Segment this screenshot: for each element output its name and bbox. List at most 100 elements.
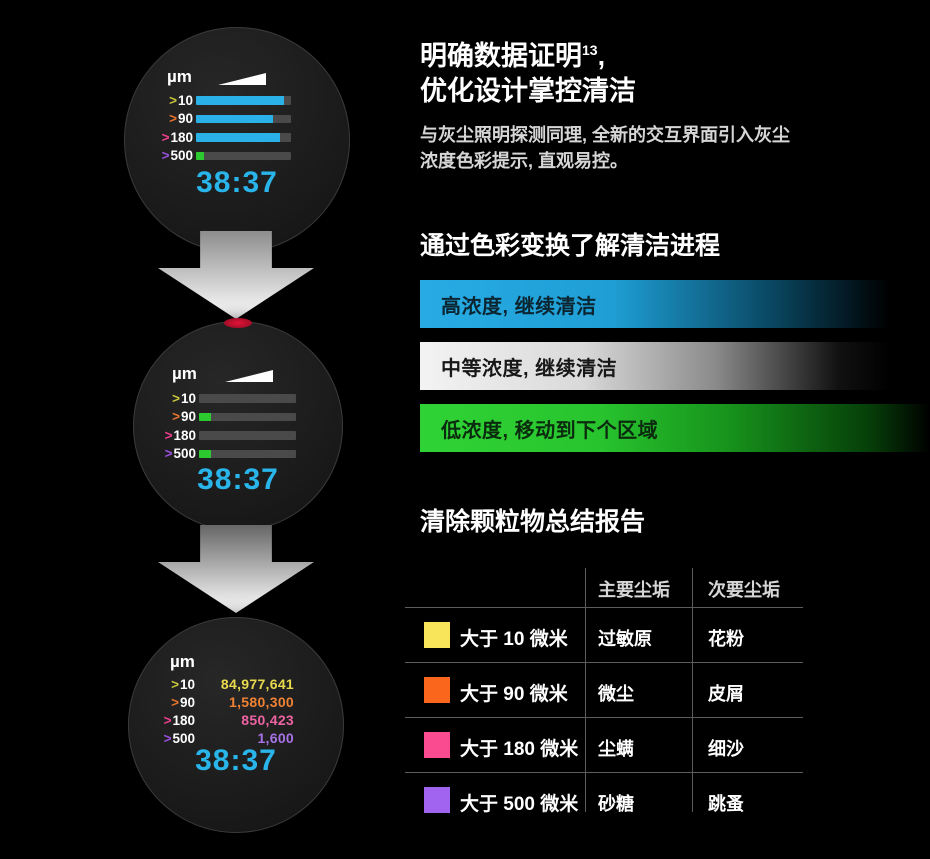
particle-size-label: >500 (163, 730, 195, 746)
particle-size-label: >180 (161, 129, 193, 145)
particle-bar-fill (199, 449, 211, 458)
chevron-icon: > (163, 730, 172, 746)
particle-bar-track (196, 114, 291, 123)
table-row: 大于 90 微米 微尘 皮屑 (405, 662, 803, 718)
particle-size-label: >500 (164, 446, 196, 462)
intro-paragraph: 与灰尘照明探测同理, 全新的交互界面引入灰尘 浓度色彩提示, 直观易控。 (420, 125, 790, 171)
chevron-icon: > (169, 92, 177, 108)
chevron-icon: > (161, 148, 170, 164)
particle-count-value: 84,977,641 (220, 676, 294, 692)
chevron-icon: > (171, 676, 179, 692)
down-arrow-icon (158, 525, 314, 613)
particle-row: >10 84,977,641 (128, 675, 344, 693)
primary-dust-cell: 尘螨 (598, 739, 634, 759)
secondary-dust-cell: 细沙 (708, 739, 744, 759)
particle-size-label: >10 (169, 92, 193, 108)
concentration-legend-bar: 中等浓度, 继续清洁 (420, 342, 930, 390)
progress-section-heading: 通过色彩变换了解清洁进程 (420, 232, 721, 260)
page-title: 明确数据证明13, 优化设计掌控清洁 (420, 41, 636, 106)
micron-unit-label: µm (172, 364, 197, 383)
particle-rows: >10 >90 >180 >500 (133, 389, 343, 463)
column-header-primary: 主要尘垢 (598, 580, 670, 600)
particle-size-label: >10 (172, 390, 196, 406)
particle-size-label: >180 (164, 427, 196, 443)
table-column-divider (585, 568, 586, 812)
particle-size-cell: 大于 90 微米 (460, 684, 568, 705)
particle-row: >180 (133, 426, 343, 445)
micron-unit-label: µm (170, 652, 195, 671)
primary-dust-cell: 微尘 (598, 684, 634, 704)
particle-row: >500 (133, 445, 343, 464)
red-indicator (224, 318, 252, 328)
particle-bar-track (199, 449, 296, 458)
particle-bar-track (196, 96, 291, 105)
legend-bar-label: 低浓度, 移动到下个区域 (441, 419, 659, 442)
legend-bar-label: 中等浓度, 继续清洁 (441, 357, 618, 380)
particle-rows: >10 >90 >180 >500 (124, 91, 350, 165)
device-display-particle-counts: µm >10 84,977,641 >90 1,580,300 >180 850,423 >… (128, 617, 344, 833)
device-display-low-concentration: µm >10 >90 >180 >500 38:37 (133, 318, 343, 531)
particle-size-cell: 大于 10 微米 (460, 629, 568, 650)
particle-color-swatch (424, 677, 450, 703)
footnote-marker: 13 (582, 42, 598, 58)
secondary-dust-cell: 花粉 (708, 629, 744, 649)
runtime-timer: 38:37 (197, 463, 279, 496)
concentration-legend-bar: 低浓度, 移动到下个区域 (420, 404, 930, 452)
runtime-timer: 38:37 (195, 744, 277, 777)
particle-size-cell: 大于 180 微米 (460, 739, 579, 760)
particle-size-label: >180 (163, 712, 195, 728)
particle-rows: >10 84,977,641 >90 1,580,300 >180 850,423 >500… (128, 675, 344, 747)
particle-row: >10 (133, 389, 343, 408)
particle-count-value: 850,423 (241, 712, 294, 728)
particle-size-ramp-icon (225, 370, 273, 382)
particle-bar-track (199, 431, 296, 440)
particle-color-swatch (424, 622, 450, 648)
report-section-heading: 清除颗粒物总结报告 (420, 508, 646, 536)
particle-bar-fill (196, 151, 204, 160)
column-header-secondary: 次要尘垢 (708, 580, 780, 600)
particle-row: >180 (124, 128, 350, 147)
particle-size-label: >10 (171, 676, 195, 692)
particle-size-ramp-icon (218, 73, 266, 85)
table-column-divider (692, 568, 693, 812)
chevron-icon: > (163, 712, 172, 728)
particle-row: >10 (124, 91, 350, 110)
particle-row: >90 (124, 110, 350, 129)
particle-size-label: >90 (172, 409, 196, 425)
chevron-icon: > (164, 427, 173, 443)
primary-dust-cell: 过敏原 (598, 629, 652, 649)
particle-bar-fill (196, 114, 273, 123)
particle-size-label: >90 (171, 694, 195, 710)
particle-row: >180 850,423 (128, 711, 344, 729)
particle-bar-track (199, 412, 296, 421)
runtime-timer: 38:37 (196, 166, 278, 199)
particle-bar-track (199, 394, 296, 403)
particle-row: >500 1,600 (128, 729, 344, 747)
secondary-dust-cell: 跳蚤 (708, 794, 744, 814)
particle-row: >90 (133, 408, 343, 427)
particle-count-value: 1,600 (257, 730, 294, 746)
concentration-legend-bar: 高浓度, 继续清洁 (420, 280, 930, 328)
down-arrow-icon (158, 231, 314, 319)
chevron-icon: > (169, 111, 177, 127)
chevron-icon: > (161, 129, 170, 145)
chevron-icon: > (164, 446, 173, 462)
particle-row: >90 1,580,300 (128, 693, 344, 711)
chevron-icon: > (172, 390, 180, 406)
particle-bar-track (196, 151, 291, 160)
particle-bar-track (196, 133, 291, 142)
particle-report-table: 主要尘垢 次要尘垢 大于 10 微米 过敏原 花粉 大于 90 微米 微尘 皮屑 大于 18… (405, 568, 803, 827)
table-row: 大于 180 微米 尘螨 细沙 (405, 717, 803, 773)
particle-bar-fill (199, 412, 211, 421)
particle-size-label: >90 (169, 111, 193, 127)
legend-bar-label: 高浓度, 继续清洁 (441, 295, 597, 318)
chevron-icon: > (171, 694, 179, 710)
particle-bar-fill (196, 133, 280, 142)
particle-count-value: 1,580,300 (229, 694, 294, 710)
particle-size-cell: 大于 500 微米 (460, 794, 579, 815)
particle-color-swatch (424, 787, 450, 813)
micron-unit-label: µm (167, 67, 192, 86)
particle-size-label: >500 (161, 148, 193, 164)
particle-color-swatch (424, 732, 450, 758)
